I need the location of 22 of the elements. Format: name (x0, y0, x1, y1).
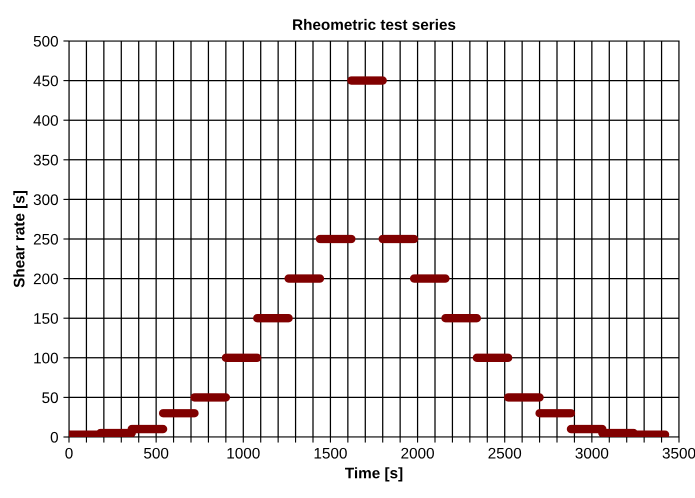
y-tick-label: 500 (34, 36, 58, 47)
y-tick-label: 300 (34, 194, 58, 206)
x-tick-label: 3000 (575, 448, 608, 459)
x-tick-label: 0 (65, 448, 73, 459)
x-axis-title: Time [s] (345, 467, 402, 482)
x-tick-label: 2000 (401, 448, 434, 459)
y-tick-label: 450 (33, 75, 58, 86)
x-tick-label: 3500 (662, 448, 695, 459)
y-axis-title: Shear rate [s] (13, 191, 28, 288)
y-tick-label: 0 (50, 432, 58, 443)
y-tick-label: 100 (34, 352, 58, 364)
x-tick-label: 500 (144, 448, 168, 459)
y-tick-label: 50 (42, 392, 58, 404)
y-tick-label: 350 (34, 154, 58, 166)
x-tick-label: 1500 (314, 448, 347, 459)
y-tick-label: 200 (34, 273, 58, 284)
y-tick-label: 150 (34, 313, 58, 324)
chart-title: Rheometric test series (293, 18, 456, 30)
x-tick-label: 2500 (488, 448, 522, 459)
x-tick-label: 1000 (227, 448, 260, 459)
y-tick-label: 250 (34, 234, 58, 245)
y-tick-label: 400 (33, 115, 58, 126)
